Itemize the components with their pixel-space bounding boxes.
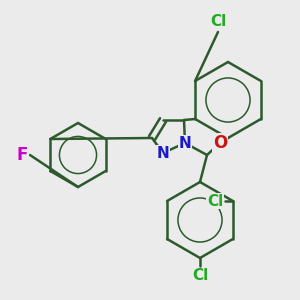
Text: O: O — [213, 134, 227, 152]
Text: N: N — [178, 136, 191, 151]
Text: N: N — [157, 146, 169, 160]
Text: Cl: Cl — [210, 14, 226, 29]
Text: Cl: Cl — [192, 268, 208, 284]
Text: Cl: Cl — [207, 194, 223, 208]
Text: F: F — [16, 146, 28, 164]
